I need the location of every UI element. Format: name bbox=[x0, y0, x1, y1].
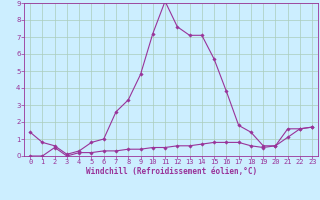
X-axis label: Windchill (Refroidissement éolien,°C): Windchill (Refroidissement éolien,°C) bbox=[86, 167, 257, 176]
